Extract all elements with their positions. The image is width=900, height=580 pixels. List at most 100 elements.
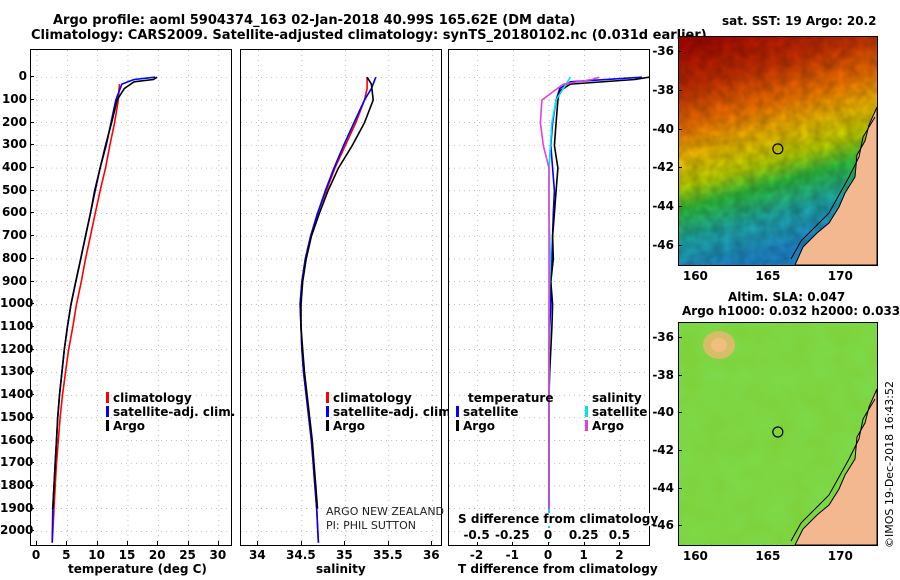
legend-t-satellite: satellite [456,405,518,419]
depth-tick-label: 200 [1,114,27,129]
sla-high-anomaly-core [711,338,727,352]
temperature-tick-label: 0 [31,548,41,562]
t-difference-tick-mark [619,541,621,546]
depth-tick-mark [30,98,34,100]
legend-label: Argo [592,419,625,433]
depth-tick-label: 0 [18,69,27,84]
latitude-tick-mark [678,412,682,414]
depth-tick-mark [30,371,34,373]
t-difference-tick-mark [548,541,549,546]
legend-label: climatology [333,391,412,405]
legend-label: climatology [113,391,192,405]
coast-contour [790,398,876,542]
longitude-tick-label: 170 [827,269,853,283]
legend-t-argo: Argo [456,419,495,433]
legend-swatch-red [326,392,329,403]
sst-map-title: sat. SST: 19 Argo: 20.2 [722,14,877,28]
latitude-tick-label: -38 [652,367,674,382]
legend-swatch-black [456,420,459,431]
latitude-tick-label: -42 [652,160,674,175]
longitude-tick-label: 170 [827,549,853,563]
salinity-tick-label: 35.5 [373,548,403,562]
longitude-tick-label: 160 [682,269,708,283]
temperature-tick-mark [96,541,98,546]
depth-tick-mark [30,121,34,123]
depth-tick-label: 1100 [0,319,34,334]
title-line-1: Argo profile: aoml 5904374_163 02-Jan-20… [53,13,576,28]
depth-tick-mark [30,416,34,418]
temperature-plot-area [30,49,232,546]
latitude-tick-label: -44 [652,199,674,214]
depth-tick-mark [30,167,34,169]
depth-tick-mark [30,326,34,328]
temperature-tick-mark [157,541,159,546]
latitude-tick-mark [678,450,682,451]
s-difference-tick-label: 0.5 [608,528,631,542]
legend-label: satellite-adj. clim. [333,405,456,419]
legend-s-satellite: satellite [585,405,647,419]
new-zealand-land [794,388,877,545]
depth-tick-mark [30,530,34,532]
new-zealand-land [794,106,877,265]
salinity-xlabel: salinity [316,562,366,576]
t-difference-tick-label: 1 [579,548,588,562]
legend-argo: Argo [326,419,365,433]
latitude-tick-mark [678,206,682,208]
latitude-tick-mark [678,51,682,53]
s-difference-tick-label: -0.25 [494,528,530,542]
latitude-tick-label: -40 [652,121,674,136]
latitude-tick-label: -44 [652,480,674,495]
salinity-tick-label: 34.5 [286,548,316,562]
depth-tick-label: 1800 [0,477,34,492]
series-s-argo [539,76,600,509]
temperature-tick-mark [217,541,219,546]
s-difference-label: S difference from climatology [458,512,659,526]
longitude-tick-label: 160 [682,549,708,563]
series-t-argo [548,76,649,509]
depth-tick-mark [30,235,34,237]
latitude-tick-label: -42 [652,443,674,457]
latitude-tick-label: -46 [652,518,674,533]
s-difference-tick-label: -0.5 [463,528,490,542]
temperature-tick-mark [187,541,189,546]
pi-annotation: PI: PHIL SUTTON [326,519,417,532]
salinity-tick-label: 34 [249,548,266,562]
salinity-tick-label: 35 [335,548,353,562]
depth-tick-mark [30,439,34,441]
t-difference-tick-label: -1 [505,548,519,562]
legend-swatch-magenta [585,420,588,431]
longitude-tick-label: 165 [755,269,781,283]
legend-swatch-blue [326,406,329,417]
depth-tick-label: 900 [1,273,27,288]
latitude-tick-mark [678,244,682,246]
temperature-xlabel: temperature (deg C) [68,562,207,576]
t-difference-tick-mark [512,541,514,546]
depth-tick-label: 1900 [0,500,34,515]
depth-tick-mark [30,348,34,350]
depth-tick-label: 1000 [0,296,34,311]
series-argo [52,76,158,509]
sla-map-title-2: Argo h1000: 0.032 h2000: 0.033 [682,304,900,318]
legend-satellite: satellite-adj. clim. [106,405,235,419]
legend-satellite: satellite-adj. clim. [326,405,455,419]
latitude-tick-label: -36 [652,330,674,345]
latitude-tick-label: -46 [652,237,674,252]
salinity-plot-area [240,49,442,546]
latitude-tick-mark [678,525,682,527]
temperature-tick-label: 10 [88,548,106,562]
series-climatology [299,77,368,543]
salinity-plot-svg [241,50,441,545]
temperature-tick-label: 5 [62,548,71,562]
temperature-tick-mark [36,541,38,546]
depth-tick-label: 1600 [0,432,34,447]
depth-tick-mark [30,507,34,509]
latitude-tick-mark [678,487,682,489]
legend-swatch-black [106,420,109,431]
sla-map [678,322,878,546]
sst-map-svg [679,37,877,265]
latitude-tick-mark [678,337,682,339]
legend-climatology: climatology [326,391,412,405]
latitude-tick-label: -36 [652,44,674,59]
sla-map-title-1: Altim. SLA: 0.047 [728,290,846,304]
difference-plot-svg [449,50,649,545]
